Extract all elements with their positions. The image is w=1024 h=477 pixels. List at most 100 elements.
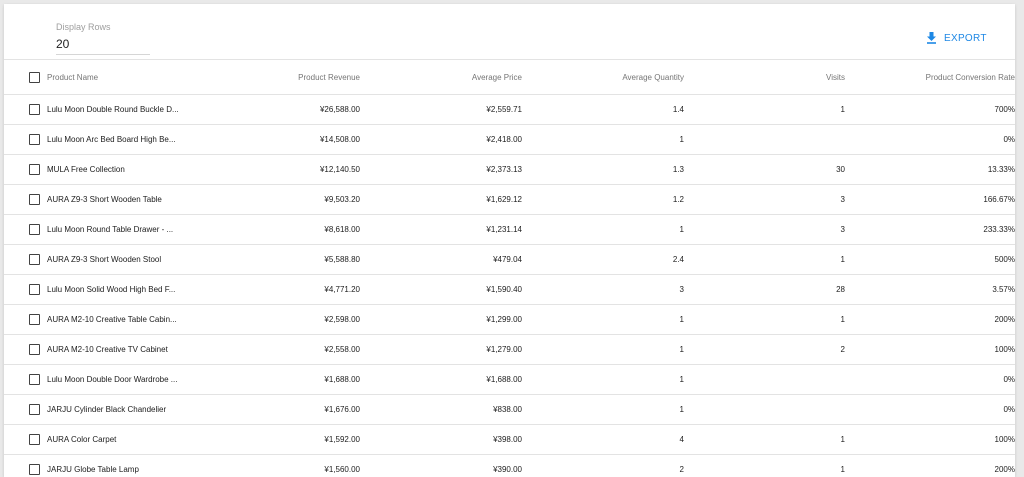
table-row[interactable]: Lulu Moon Double Round Buckle D... ¥26,58…	[4, 94, 1015, 125]
product-revenue-cell: ¥2,558.00	[197, 334, 360, 365]
table-row[interactable]: Lulu Moon Double Door Wardrobe ... ¥1,688…	[4, 364, 1015, 395]
average-quantity-cell: 1	[522, 304, 684, 335]
export-button[interactable]: EXPORT	[926, 28, 987, 48]
average-price-cell: ¥1,688.00	[360, 364, 522, 395]
average-price-cell: ¥838.00	[360, 394, 522, 425]
table-row[interactable]: JARJU Globe Table Lamp ¥1,560.00 ¥390.00 2 1…	[4, 454, 1015, 477]
row-checkbox[interactable]	[29, 104, 40, 115]
table-row[interactable]: AURA M2-10 Creative TV Cabinet ¥2,558.00 ¥…	[4, 334, 1015, 365]
row-checkbox[interactable]	[29, 254, 40, 265]
visits-cell: 28	[684, 274, 845, 305]
product-revenue-cell: ¥1,560.00	[197, 454, 360, 477]
column-header-average-price[interactable]: Average Price	[360, 59, 522, 95]
table-row[interactable]: MULA Free Collection ¥12,140.50 ¥2,373.13 1…	[4, 154, 1015, 185]
table-body: Lulu Moon Double Round Buckle D... ¥26,58…	[4, 94, 1015, 477]
table-header-row: Product Name Product Revenue Average Pri…	[4, 59, 1015, 95]
product-name-cell: Lulu Moon Round Table Drawer - ...	[47, 214, 197, 245]
average-price-cell: ¥1,629.12	[360, 184, 522, 215]
select-all-checkbox[interactable]	[29, 71, 40, 83]
conversion-rate-cell: 0%	[845, 364, 1015, 395]
column-header-visits[interactable]: Visits	[684, 59, 845, 95]
visits-cell: 2	[684, 334, 845, 365]
average-quantity-cell: 4	[522, 424, 684, 455]
row-select-cell	[4, 94, 47, 125]
display-rows-value[interactable]: 20	[56, 37, 150, 55]
row-select-cell	[4, 214, 47, 245]
average-price-cell: ¥398.00	[360, 424, 522, 455]
row-checkbox[interactable]	[29, 314, 40, 325]
product-name-cell: AURA M2-10 Creative TV Cabinet	[47, 334, 197, 365]
visits-cell	[684, 124, 845, 155]
average-price-cell: ¥1,299.00	[360, 304, 522, 335]
row-checkbox[interactable]	[29, 224, 40, 235]
row-select-cell	[4, 184, 47, 215]
column-header-product-name[interactable]: Product Name	[47, 59, 197, 95]
average-quantity-cell: 1.3	[522, 154, 684, 185]
visits-cell: 1	[684, 244, 845, 275]
average-quantity-cell: 1	[522, 214, 684, 245]
row-checkbox[interactable]	[29, 164, 40, 175]
table-row[interactable]: AURA Z9-3 Short Wooden Table ¥9,503.20 ¥1,…	[4, 184, 1015, 215]
row-select-cell	[4, 334, 47, 365]
average-quantity-cell: 1	[522, 124, 684, 155]
column-header-conversion-rate[interactable]: Product Conversion Rate	[845, 59, 1015, 95]
product-revenue-cell: ¥2,598.00	[197, 304, 360, 335]
average-quantity-cell: 1.2	[522, 184, 684, 215]
row-checkbox[interactable]	[29, 374, 40, 385]
row-checkbox[interactable]	[29, 194, 40, 205]
row-checkbox[interactable]	[29, 464, 40, 475]
export-label: EXPORT	[944, 32, 987, 44]
row-checkbox[interactable]	[29, 134, 40, 145]
row-select-cell	[4, 364, 47, 395]
average-quantity-cell: 1.4	[522, 94, 684, 125]
display-rows-select[interactable]: Display Rows 20	[56, 22, 150, 55]
conversion-rate-cell: 13.33%	[845, 154, 1015, 185]
table-row[interactable]: Lulu Moon Arc Bed Board High Be... ¥14,50…	[4, 124, 1015, 155]
row-select-cell	[4, 394, 47, 425]
product-name-cell: AURA M2-10 Creative Table Cabin...	[47, 304, 197, 335]
average-quantity-cell: 3	[522, 274, 684, 305]
product-revenue-cell: ¥9,503.20	[197, 184, 360, 215]
product-revenue-cell: ¥1,592.00	[197, 424, 360, 455]
conversion-rate-cell: 500%	[845, 244, 1015, 275]
download-icon	[926, 32, 937, 44]
table-row[interactable]: AURA M2-10 Creative Table Cabin... ¥2,598…	[4, 304, 1015, 335]
row-checkbox[interactable]	[29, 344, 40, 355]
average-price-cell: ¥1,231.14	[360, 214, 522, 245]
table-row[interactable]: Lulu Moon Solid Wood High Bed F... ¥4,771…	[4, 274, 1015, 305]
table-row[interactable]: JARJU Cylinder Black Chandelier ¥1,676.00…	[4, 394, 1015, 425]
product-revenue-cell: ¥1,688.00	[197, 364, 360, 395]
product-name-cell: MULA Free Collection	[47, 154, 197, 185]
product-name-cell: JARJU Globe Table Lamp	[47, 454, 197, 477]
average-quantity-cell: 1	[522, 334, 684, 365]
average-price-cell: ¥390.00	[360, 454, 522, 477]
average-quantity-cell: 1	[522, 394, 684, 425]
row-select-cell	[4, 244, 47, 275]
product-name-cell: AURA Z9-3 Short Wooden Stool	[47, 244, 197, 275]
row-checkbox[interactable]	[29, 404, 40, 415]
table-row[interactable]: AURA Z9-3 Short Wooden Stool ¥5,588.80 ¥47…	[4, 244, 1015, 275]
row-checkbox[interactable]	[29, 434, 40, 445]
product-revenue-cell: ¥5,588.80	[197, 244, 360, 275]
table-row[interactable]: Lulu Moon Round Table Drawer - ... ¥8,618…	[4, 214, 1015, 245]
average-price-cell: ¥479.04	[360, 244, 522, 275]
product-name-cell: JARJU Cylinder Black Chandelier	[47, 394, 197, 425]
product-table: Product Name Product Revenue Average Pri…	[4, 59, 1015, 477]
product-revenue-cell: ¥1,676.00	[197, 394, 360, 425]
column-header-average-quantity[interactable]: Average Quantity	[522, 59, 684, 95]
visits-cell: 3	[684, 214, 845, 245]
table-row[interactable]: AURA Color Carpet ¥1,592.00 ¥398.00 4 1 100%	[4, 424, 1015, 455]
product-name-cell: Lulu Moon Solid Wood High Bed F...	[47, 274, 197, 305]
conversion-rate-cell: 700%	[845, 94, 1015, 125]
display-rows-label: Display Rows	[56, 22, 111, 32]
row-checkbox[interactable]	[29, 284, 40, 295]
product-name-cell: AURA Color Carpet	[47, 424, 197, 455]
select-all-cell	[4, 59, 47, 95]
average-quantity-cell: 1	[522, 364, 684, 395]
product-revenue-cell: ¥8,618.00	[197, 214, 360, 245]
product-revenue-cell: ¥4,771.20	[197, 274, 360, 305]
column-header-product-revenue[interactable]: Product Revenue	[197, 59, 360, 95]
product-name-cell: AURA Z9-3 Short Wooden Table	[47, 184, 197, 215]
average-price-cell: ¥2,418.00	[360, 124, 522, 155]
conversion-rate-cell: 200%	[845, 454, 1015, 477]
